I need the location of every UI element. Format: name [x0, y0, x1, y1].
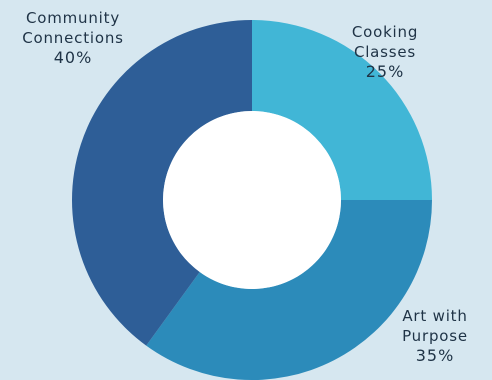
slice-value-label: 35% [415, 346, 455, 365]
slice-label-line: Classes [353, 43, 417, 61]
slice-value-label: 25% [365, 62, 405, 81]
slice-label-line: Purpose [402, 327, 468, 345]
slice-community-connections [72, 20, 253, 346]
slice-label-line: Art with [402, 307, 468, 325]
slice-label-art-with-purpose: Art with Purpose 35% [370, 306, 492, 366]
slice-label-line: Cooking [351, 23, 419, 41]
slice-label-line: Community [25, 9, 120, 27]
slice-label-community-connections: Community Connections 40% [3, 8, 143, 68]
slice-art-with-purpose [146, 200, 432, 380]
slice-cooking-classes [252, 20, 432, 200]
slice-value-label: 40% [53, 48, 93, 67]
slice-label-line: Connections [22, 29, 124, 47]
slice-label-cooking-classes: Cooking Classes 25% [320, 22, 450, 82]
donut-hole [163, 111, 341, 289]
